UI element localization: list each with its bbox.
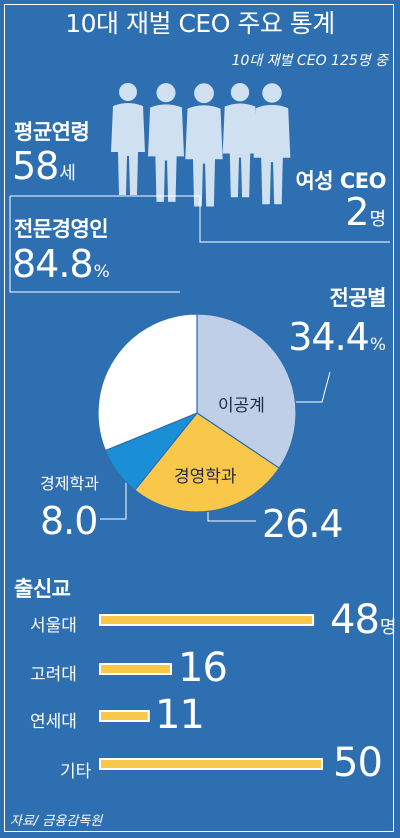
economics-value: 8.0 [40,499,98,543]
professional-value: 84.8 [12,242,94,286]
businessman-figure-5 [253,83,291,205]
professional-label: 전문경영인 [14,217,109,241]
school-label-snu: 서울대 [30,616,77,636]
school-heading: 출신교 [14,577,71,601]
subtitle: 10대 재벌 CEO 125명 중 [231,53,388,69]
engineering-label: 이공계 [218,396,265,416]
school-value-snu: 48 [330,597,380,643]
businessmen-silhouettes-icon [111,83,291,207]
professional-value-group: 84.8% [12,245,110,283]
school-label-yonsei: 연세대 [30,712,77,732]
major-heading: 전공별 [329,286,387,310]
female-ceo-value: 2 [345,190,369,234]
professional-box-line [9,196,180,293]
engineering-unit: % [369,335,386,355]
professional-unit: % [93,262,110,282]
school-value-group-snu: 48명 [330,600,396,640]
school-bar-1 [99,614,315,626]
school-value-korea: 16 [178,645,228,691]
businessman-figure-2 [147,83,185,202]
avg-age-value: 58 [12,144,59,188]
pie-slice-engineering [196,313,297,469]
business-label: 경영학과 [174,467,237,487]
school-bar-4 [99,758,323,770]
school-bar-2 [99,663,172,675]
school-unit-snu: 명 [379,617,397,638]
pie-slice-other [97,313,198,452]
avg-age-unit: 세 [59,163,76,184]
female-ceo-value-group: 2명 [345,193,386,231]
school-label-other: 기타 [60,762,92,782]
avg-age-value-group: 58세 [12,147,76,185]
school-bar-3 [99,710,150,722]
major-pie-chart [97,313,297,513]
pie-slice-business [134,412,281,513]
avg-age-label: 평균연령 [14,120,90,144]
school-label-korea: 고려대 [30,665,77,685]
female-ceo-unit: 명 [369,209,386,230]
engineering-value: 34.4 [288,315,370,359]
source-note: 자료/ 금융감독원 [10,814,103,829]
section-divider-line [10,195,390,243]
engineering-value-group: 34.4% [288,318,386,356]
business-value: 26.4 [262,502,344,546]
school-bar-chart [99,614,323,770]
businessman-figure-1 [111,83,145,195]
page-title: 10대 재벌 CEO 주요 통계 [65,9,335,38]
female-ceo-label: 여성 CEO [295,169,386,193]
businessman-figure-3 [185,83,223,207]
economics-label: 경제학과 [40,474,99,493]
school-value-yonsei: 11 [155,692,205,738]
businessman-figure-4 [222,83,258,198]
school-value-other: 50 [333,740,383,786]
